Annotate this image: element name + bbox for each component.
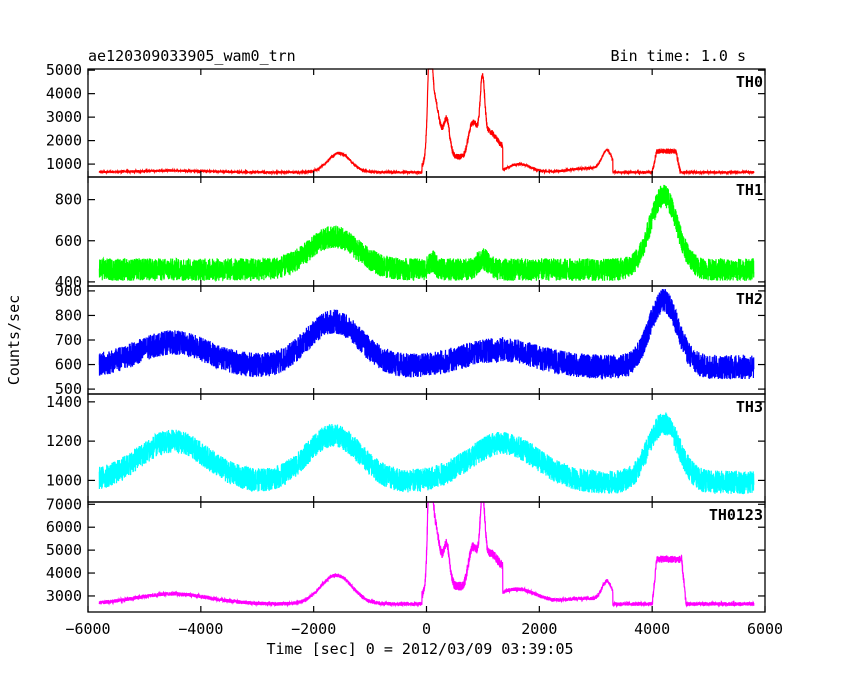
y-tick-label: 5000 — [46, 541, 82, 559]
panel-th1: 400 600 800 TH1 — [55, 176, 766, 291]
y-tick-label: 1000 — [46, 471, 82, 489]
panel-label: TH0123 — [709, 506, 763, 524]
x-tick-label: −2000 — [291, 620, 336, 638]
y-tick-label: 6000 — [46, 518, 82, 536]
y-tick-label: 4000 — [46, 85, 82, 103]
panel-th2: 500 600 700 800 900 TH2 — [55, 282, 766, 398]
series-line-th3 — [98, 412, 755, 495]
x-tick-label: 4000 — [634, 620, 670, 638]
panel-label: TH2 — [736, 290, 763, 308]
x-tick-label: −4000 — [178, 620, 223, 638]
y-tick-label: 5000 — [46, 61, 82, 79]
y-tick-label: 7000 — [46, 495, 82, 513]
panels: 1000 2000 3000 4000 5000 TH0 400 600 800 TH1 500 60… — [46, 61, 783, 638]
y-tick-label: 2000 — [46, 132, 82, 150]
panel-th3: 1000 1200 1400 TH3 — [46, 393, 766, 503]
x-axis-label: Time [sec] 0 = 2012/03/09 03:39:05 — [266, 640, 573, 658]
y-tick-label: 800 — [55, 191, 82, 209]
y-tick-label: 400 — [55, 273, 82, 291]
y-tick-label: 4000 — [46, 564, 82, 582]
y-tick-label: 600 — [55, 232, 82, 250]
x-tick-label: 2000 — [521, 620, 557, 638]
series-line-th1 — [98, 184, 755, 282]
figure-title: ae120309033905_wam0_trn — [88, 47, 296, 65]
x-tick-label: 6000 — [747, 620, 783, 638]
y-tick-label: 1000 — [46, 155, 82, 173]
y-tick-label: 3000 — [46, 587, 82, 605]
panel-label: TH3 — [736, 398, 763, 416]
y-tick-label: 500 — [55, 380, 82, 398]
y-tick-label: 900 — [55, 282, 82, 300]
y-tick-label: 1400 — [46, 393, 82, 411]
y-tick-label: 1200 — [46, 432, 82, 450]
y-tick-label: 700 — [55, 331, 82, 349]
bin-time-label: Bin time: 1.0 s — [611, 47, 746, 65]
panel-label: TH1 — [736, 181, 763, 199]
y-tick-label: 3000 — [46, 108, 82, 126]
series-line-th2 — [98, 288, 755, 381]
y-tick-label: 600 — [55, 356, 82, 374]
series-line-th0 — [98, 68, 755, 176]
y-tick-label: 800 — [55, 306, 82, 324]
panel-label: TH0 — [736, 73, 763, 91]
series-line-th0123 — [98, 501, 755, 609]
panel-th0: 1000 2000 3000 4000 5000 TH0 — [46, 61, 766, 178]
x-tick-label: 0 — [422, 620, 431, 638]
y-axis-label: Counts/sec — [5, 295, 23, 385]
x-tick-label: −6000 — [65, 620, 110, 638]
panel-th0123: 3000 4000 5000 6000 7000 TH0123 — [46, 495, 766, 613]
